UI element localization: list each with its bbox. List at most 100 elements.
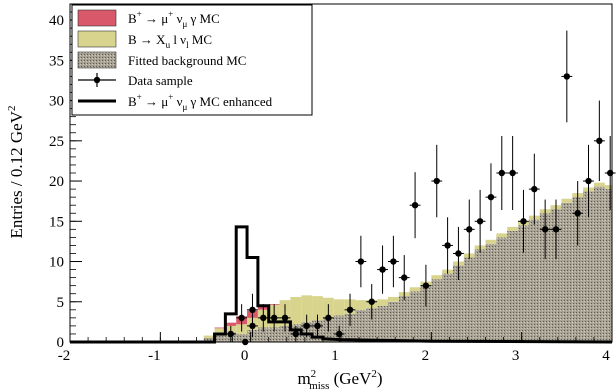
- y-tick-label: 0: [57, 335, 65, 351]
- data-point-marker: [574, 210, 581, 217]
- data-point-marker: [455, 250, 462, 257]
- y-tick-label: 30: [49, 94, 64, 110]
- data-point-marker: [433, 177, 440, 185]
- data-point: [550, 199, 562, 260]
- data-point-marker: [531, 185, 538, 193]
- bxulnu-mc-bar: [604, 185, 612, 190]
- background-mc-bar: [355, 309, 367, 342]
- signal-mc-bar: [214, 327, 226, 329]
- background-mc-bar: [496, 237, 508, 342]
- bxulnu-mc-bar: [387, 296, 399, 302]
- data-point-marker: [487, 193, 495, 201]
- bxulnu-mc-bar: [355, 300, 367, 310]
- bxulnu-mc-bar: [485, 239, 497, 244]
- data-point-marker: [401, 274, 408, 281]
- data-point: [583, 144, 594, 218]
- data-point-marker: [498, 169, 505, 177]
- x-axis-label-unit: (GeV: [329, 369, 372, 388]
- y-axis-label: Entries / 0.12 GeV2: [6, 106, 26, 239]
- background-mc-bar: [268, 327, 280, 342]
- y-axis-label-sup: 2: [6, 106, 18, 112]
- background-mc-bar: [474, 249, 486, 342]
- x-axis-label-unit-close: ): [377, 369, 383, 388]
- background-mc-bar: [485, 243, 497, 342]
- data-point-marker: [303, 322, 310, 330]
- x-tick-label: 4: [602, 348, 610, 364]
- bxulnu-mc-bar: [431, 275, 443, 280]
- background-mc-bar: [528, 219, 540, 342]
- data-point-marker: [238, 314, 245, 322]
- bxulnu-mc-bar: [496, 233, 508, 238]
- legend-swatch-bxulnu: [77, 30, 117, 48]
- data-point: [301, 314, 313, 338]
- background-mc-bar: [604, 189, 612, 342]
- data-point: [355, 235, 367, 288]
- bxulnu-mc-bar: [312, 296, 323, 321]
- x-axis-label-main: m: [297, 369, 310, 388]
- background-mc-bar: [257, 327, 269, 342]
- bxulnu-mc-bar: [409, 287, 421, 292]
- x-tick-label: 2: [422, 348, 430, 364]
- data-point: [290, 325, 302, 342]
- legend-data-marker: [93, 76, 101, 84]
- data-point: [236, 304, 248, 332]
- data-point-marker: [563, 73, 571, 80]
- x-axis-label-unit-sup: 2: [371, 368, 377, 380]
- background-mc-bar: [214, 332, 226, 342]
- y-tick-label: 25: [49, 134, 64, 150]
- x-axis-label-sup: 2: [311, 368, 317, 380]
- background-mc-bar: [398, 296, 410, 342]
- data-point-marker: [444, 242, 451, 249]
- data-point-marker: [390, 258, 397, 265]
- legend-entry-signal: B+ → μ+ νμ γ MC: [128, 9, 220, 29]
- background-mc-bar: [561, 202, 573, 342]
- legend-entry-background: Fitted background MC: [128, 53, 246, 68]
- data-point: [474, 189, 486, 253]
- data-point-marker: [346, 306, 354, 314]
- bxulnu-mc-bar: [377, 299, 388, 306]
- background-mc-bar: [344, 313, 356, 342]
- y-tick-label: 20: [49, 174, 64, 190]
- data-point-marker: [541, 226, 549, 233]
- data-point: [247, 293, 258, 326]
- background-mc-bar: [409, 291, 421, 342]
- data-point: [409, 172, 421, 239]
- data-point-marker: [552, 226, 560, 233]
- data-point: [507, 135, 519, 211]
- data-point-marker: [249, 306, 256, 314]
- background-mc-bar: [420, 285, 432, 342]
- data-point-marker: [509, 169, 516, 177]
- bxulnu-mc-bar: [290, 296, 302, 325]
- background-mc-bar: [203, 337, 215, 342]
- data-point: [387, 235, 399, 288]
- bxulnu-mc-bar: [203, 335, 215, 338]
- background-mc-bar: [518, 225, 529, 342]
- legend-entry-data: Data sample: [128, 73, 193, 88]
- data-point: [366, 284, 378, 320]
- background-mc-bar: [236, 333, 248, 342]
- data-point: [485, 163, 497, 231]
- background-mc-bar: [593, 186, 605, 342]
- data-point-marker: [368, 298, 375, 305]
- data-point: [561, 30, 573, 123]
- x-axis-label: m2 miss (GeV2): [297, 368, 382, 391]
- data-point-marker: [379, 266, 386, 273]
- background-mc-bar: [366, 308, 378, 342]
- data-point: [442, 217, 454, 274]
- y-axis-label-main: Entries / 0.12 GeV: [7, 110, 26, 238]
- background-mc-bar: [387, 301, 399, 342]
- background-mc-bar: [572, 197, 584, 342]
- background-mc-bar: [507, 230, 519, 342]
- signal-mc-bar: [225, 322, 237, 326]
- svg-text:Entries / 0.12 GeV2: Entries / 0.12 GeV2: [6, 106, 26, 239]
- data-point: [518, 189, 529, 253]
- data-point: [312, 314, 323, 338]
- data-point: [431, 144, 443, 218]
- data-point-marker: [476, 218, 484, 225]
- data-point: [398, 255, 410, 301]
- bxulnu-mc-bar: [301, 295, 313, 322]
- data-point-marker: [270, 314, 278, 322]
- data-point: [344, 293, 356, 326]
